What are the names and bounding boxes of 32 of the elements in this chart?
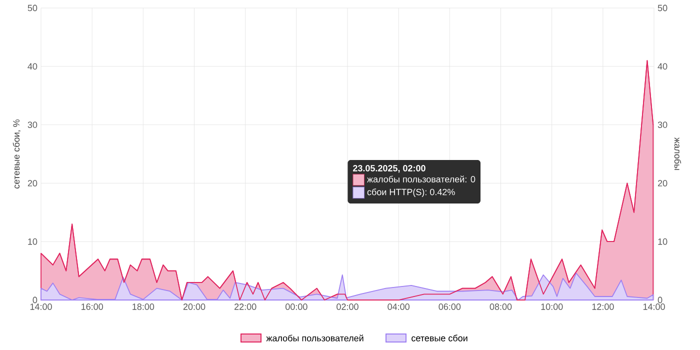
y2-tick-label: 50 [658, 4, 668, 12]
y2-tick-label: 0 [658, 296, 662, 304]
y2-tick-label: 40 [658, 63, 668, 70]
annotation: 23.05.2025, 02:00 [353, 165, 426, 173]
annotation: сбои HTTP(S): 0.42% [367, 188, 455, 197]
x-tick-label: 00:00 [286, 304, 308, 310]
x-tick-label: 02:00 [336, 304, 358, 310]
y-tick-label: 30 [28, 122, 38, 128]
y-tick-label: 10 [28, 238, 38, 245]
x-tick-label: 06:00 [438, 304, 461, 310]
x-tick-label: 12:00 [592, 304, 614, 310]
y-axis-title: сетевые сбои, % [12, 119, 21, 188]
x-tick-label: 10:00 [541, 304, 563, 310]
y2-tick-label: 10 [658, 238, 668, 245]
x-tick-label: 22:00 [234, 304, 256, 310]
y-tick-label: 20 [28, 180, 38, 186]
y2-tick-label: 20 [658, 180, 668, 186]
y2-tick-label: 30 [658, 122, 668, 128]
x-tick-label: 16:00 [82, 304, 103, 310]
x-tick-label: 08:00 [490, 304, 512, 310]
x-tick-label: 20:00 [183, 304, 206, 310]
y-tick-label: 50 [28, 4, 38, 12]
x-tick-label: 14:00 [643, 304, 665, 310]
y-tick-label: 0 [32, 296, 38, 304]
y-tick-label: 40 [28, 63, 38, 70]
annotation: жалобы пользователей: 0 [367, 176, 476, 182]
legend-label: жалобы пользователей [266, 334, 364, 342]
x-tick-label: 14:00 [30, 304, 52, 310]
x-tick-label: 18:00 [132, 304, 154, 310]
y2-axis-title: жалобы [674, 138, 682, 170]
x-tick-label: 04:00 [388, 304, 410, 310]
legend-label: сетевые сбои [412, 334, 468, 342]
